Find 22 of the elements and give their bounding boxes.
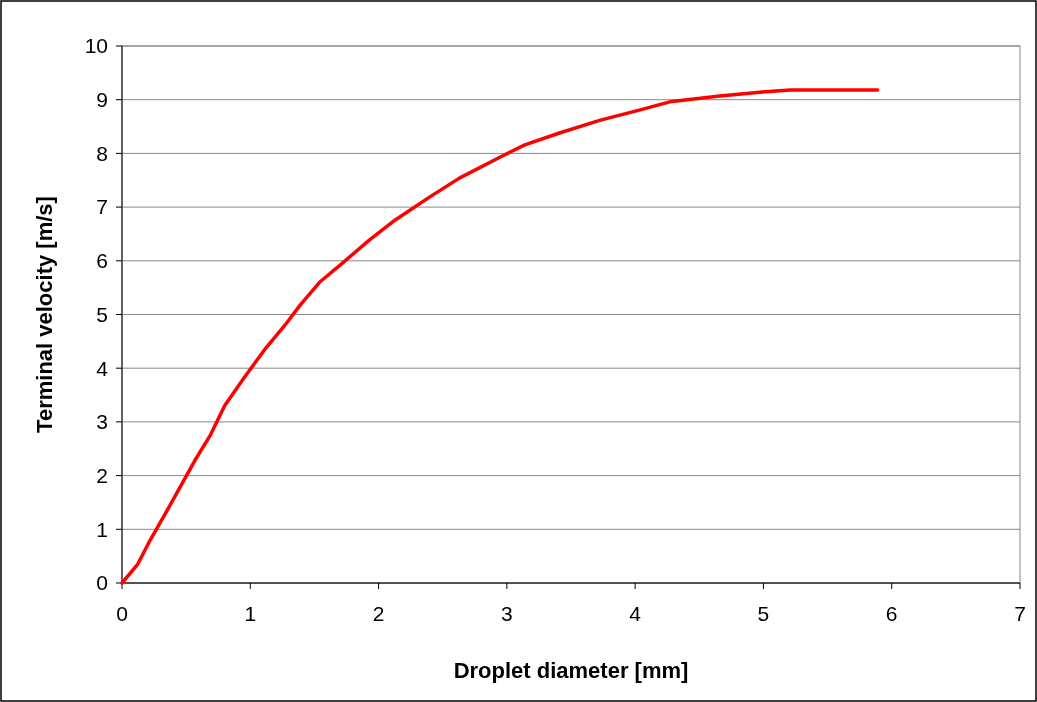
y-tick-label: 3: [96, 410, 108, 434]
y-tick-label: 1: [96, 517, 108, 541]
y-tick-label: 4: [96, 356, 109, 380]
x-tick-label: 6: [885, 602, 898, 625]
y-tick-label: 2: [96, 463, 108, 487]
x-tick-label: 4: [629, 602, 642, 625]
x-tick-label: 2: [372, 602, 385, 625]
y-tick-label: 6: [96, 249, 108, 273]
x-tick-label: 5: [757, 602, 770, 625]
y-tick-label: 0: [96, 571, 108, 595]
x-tick-label: 3: [501, 602, 513, 625]
x-tick-label: 1: [244, 602, 257, 625]
x-axis-title: Droplet diameter [mm]: [453, 658, 689, 683]
x-tick-label: 0: [116, 602, 128, 625]
y-axis-title: Terminal velocity [m/s]: [32, 196, 57, 433]
x-tick-label: 7: [1014, 602, 1026, 625]
y-tick-label: 9: [96, 88, 108, 112]
y-tick-label: 8: [96, 141, 108, 165]
y-tick-label: 5: [96, 302, 108, 326]
y-tick-label: 7: [96, 195, 108, 219]
line-series: [120, 88, 880, 585]
y-tick-label: 10: [84, 34, 108, 58]
